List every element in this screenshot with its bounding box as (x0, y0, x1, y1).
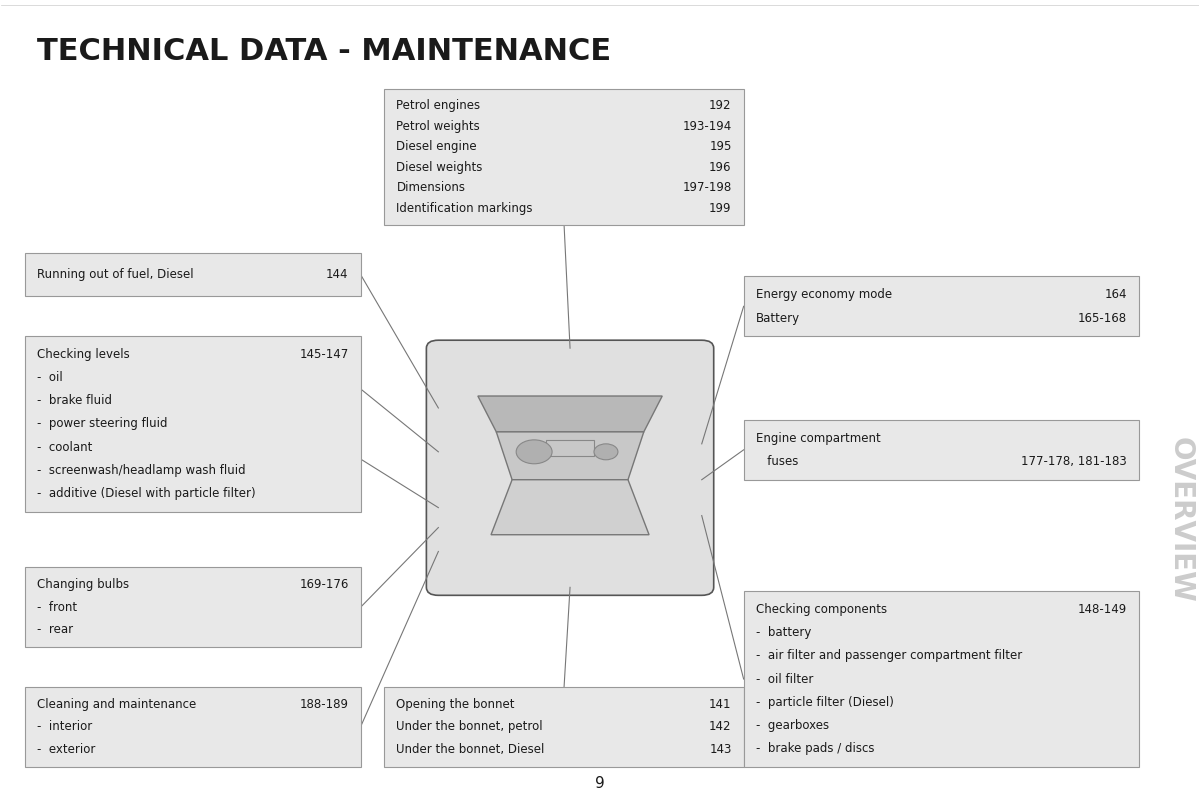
Text: -  front: - front (37, 601, 78, 614)
Text: Under the bonnet, petrol: Under the bonnet, petrol (396, 720, 544, 734)
Text: Checking levels: Checking levels (37, 348, 130, 361)
Text: 148-149: 148-149 (1078, 603, 1127, 616)
Text: 193-194: 193-194 (683, 120, 732, 133)
Text: -  brake fluid: - brake fluid (37, 394, 113, 407)
Text: 177-178, 181-183: 177-178, 181-183 (1021, 455, 1127, 468)
Text: 164: 164 (1104, 288, 1127, 301)
Text: 145-147: 145-147 (299, 348, 348, 361)
Polygon shape (478, 396, 662, 432)
Text: 197-198: 197-198 (683, 181, 732, 194)
Text: TECHNICAL DATA - MAINTENANCE: TECHNICAL DATA - MAINTENANCE (37, 38, 612, 66)
Text: -  power steering fluid: - power steering fluid (37, 418, 168, 430)
Text: Diesel weights: Diesel weights (396, 161, 482, 174)
FancyBboxPatch shape (744, 591, 1139, 766)
Text: 169-176: 169-176 (299, 578, 348, 591)
Text: Changing bulbs: Changing bulbs (37, 578, 130, 591)
Text: Petrol weights: Petrol weights (396, 120, 480, 133)
Text: fuses: fuses (756, 455, 798, 468)
Text: -  interior: - interior (37, 720, 92, 734)
Text: Cleaning and maintenance: Cleaning and maintenance (37, 698, 197, 711)
Text: -  battery: - battery (756, 626, 811, 639)
Polygon shape (491, 480, 649, 534)
Text: -  rear: - rear (37, 623, 73, 636)
Text: -  particle filter (Diesel): - particle filter (Diesel) (756, 696, 894, 709)
Text: -  screenwash/headlamp wash fluid: - screenwash/headlamp wash fluid (37, 464, 246, 477)
Text: Identification markings: Identification markings (396, 202, 533, 214)
Text: Running out of fuel, Diesel: Running out of fuel, Diesel (37, 268, 194, 281)
Text: Petrol engines: Petrol engines (396, 99, 480, 112)
Text: -  brake pads / discs: - brake pads / discs (756, 742, 874, 755)
Text: Checking components: Checking components (756, 603, 887, 616)
Text: 142: 142 (709, 720, 732, 734)
Polygon shape (497, 432, 643, 480)
Text: 195: 195 (709, 140, 732, 153)
FancyBboxPatch shape (25, 687, 360, 766)
Text: Opening the bonnet: Opening the bonnet (396, 698, 515, 711)
Text: 199: 199 (709, 202, 732, 214)
FancyBboxPatch shape (25, 567, 360, 647)
Text: Energy economy mode: Energy economy mode (756, 288, 892, 301)
FancyBboxPatch shape (384, 687, 744, 766)
FancyBboxPatch shape (426, 340, 714, 595)
Text: 144: 144 (326, 268, 348, 281)
FancyBboxPatch shape (744, 277, 1139, 336)
Text: Under the bonnet, Diesel: Under the bonnet, Diesel (396, 742, 545, 756)
FancyBboxPatch shape (384, 89, 744, 225)
Circle shape (594, 444, 618, 460)
Text: -  oil filter: - oil filter (756, 673, 812, 686)
FancyBboxPatch shape (25, 253, 360, 296)
Text: 188-189: 188-189 (300, 698, 348, 711)
Text: -  oil: - oil (37, 371, 64, 384)
Text: -  air filter and passenger compartment filter: - air filter and passenger compartment f… (756, 650, 1022, 662)
Text: 196: 196 (709, 161, 732, 174)
Text: Diesel engine: Diesel engine (396, 140, 478, 153)
Text: 192: 192 (709, 99, 732, 112)
Text: 9: 9 (595, 776, 605, 790)
Text: 143: 143 (709, 742, 732, 756)
Text: -  additive (Diesel with particle filter): - additive (Diesel with particle filter) (37, 487, 256, 500)
Text: 165-168: 165-168 (1078, 311, 1127, 325)
Text: Dimensions: Dimensions (396, 181, 466, 194)
Text: OVERVIEW: OVERVIEW (1166, 437, 1195, 602)
Circle shape (516, 440, 552, 464)
FancyBboxPatch shape (546, 440, 594, 456)
Text: -  gearboxes: - gearboxes (756, 719, 829, 732)
Text: Engine compartment: Engine compartment (756, 431, 881, 445)
FancyBboxPatch shape (744, 420, 1139, 480)
FancyBboxPatch shape (25, 336, 360, 512)
Text: Battery: Battery (756, 311, 799, 325)
Text: 141: 141 (709, 698, 732, 711)
Text: -  coolant: - coolant (37, 441, 92, 454)
Text: -  exterior: - exterior (37, 742, 96, 756)
